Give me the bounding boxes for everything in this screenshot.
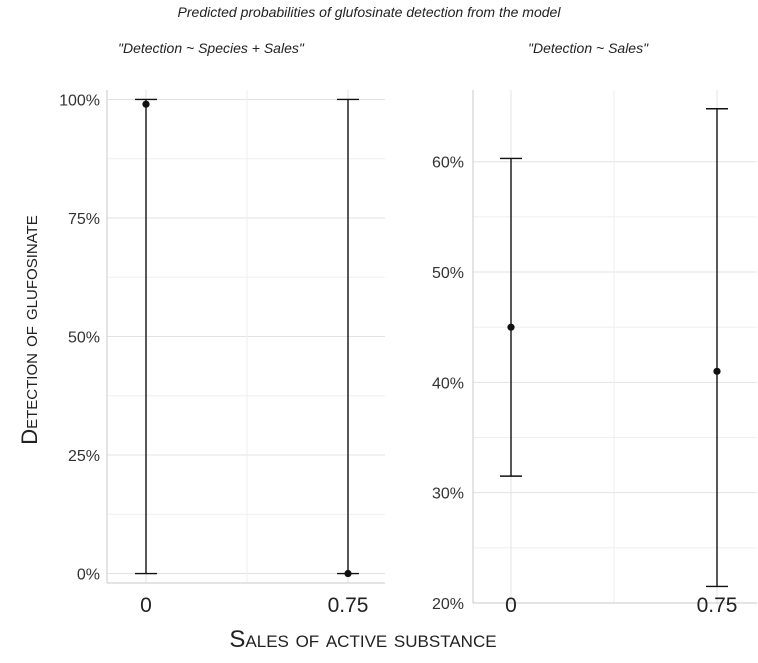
- x-axis-label-text: Sales of active substance: [229, 626, 497, 653]
- estimate-point: [142, 100, 150, 108]
- estimate-point: [507, 323, 515, 331]
- left-panel-subtitle: "Detection ~ Species + Sales": [118, 40, 304, 56]
- y-tick-label: 60%: [432, 155, 464, 172]
- x-tick-label: 0: [505, 594, 517, 617]
- y-tick-label: 25%: [68, 448, 100, 465]
- y-tick-label: 50%: [432, 265, 464, 282]
- y-tick-label: 75%: [68, 211, 100, 228]
- estimate-point: [713, 367, 721, 375]
- right-panel-subtitle: "Detection ~ Sales": [528, 40, 649, 56]
- right-panel: 20% 30% 40% 50% 60% 0 0.75: [432, 90, 757, 617]
- x-axis-label: Sales of active substance: [0, 626, 758, 654]
- figure-title: Predicted probabilities of glufosinate d…: [0, 4, 758, 22]
- x-tick-label: 0: [140, 594, 152, 617]
- y-tick-label: 40%: [432, 375, 464, 392]
- x-tick-label: 0.75: [697, 594, 738, 617]
- left-panel: 0% 25% 50% 75% 100% 0 0.75: [59, 90, 385, 617]
- y-tick-label: 50%: [68, 330, 100, 347]
- y-axis-label-text: Detection of glufosinate: [17, 215, 42, 445]
- y-tick-label: 20%: [432, 596, 464, 613]
- y-tick-label: 30%: [432, 486, 464, 503]
- y-tick-label: 100%: [59, 92, 100, 109]
- figure-title-text: Predicted probabilities of glufosinate d…: [177, 4, 561, 20]
- x-tick-label: 0.75: [328, 594, 369, 617]
- y-tick-label: 0%: [77, 567, 100, 584]
- estimate-point: [344, 569, 352, 578]
